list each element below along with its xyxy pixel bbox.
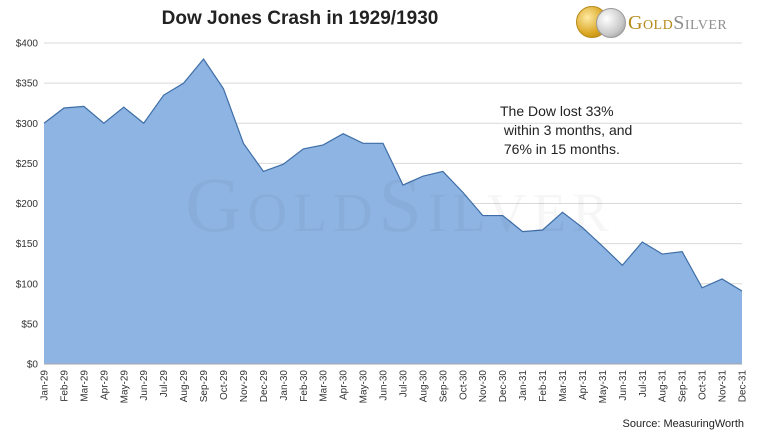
- x-tick-label: Aug-30: [418, 370, 429, 403]
- y-tick-label: $50: [21, 319, 38, 330]
- x-tick-label: Feb-30: [299, 370, 310, 402]
- x-tick-label: May-30: [359, 370, 370, 404]
- x-tick-label: Mar-30: [319, 370, 330, 402]
- x-tick-label: Dec-31: [738, 370, 749, 403]
- x-tick-label: Aug-31: [658, 370, 669, 403]
- x-tick-label: Sep-31: [678, 370, 689, 403]
- x-tick-label: Nov-29: [239, 370, 250, 403]
- x-tick-label: Jan-29: [40, 370, 51, 401]
- x-tick-label: Oct-29: [219, 370, 230, 400]
- x-tick-label: Jul-31: [638, 370, 649, 398]
- y-tick-label: $0: [27, 360, 39, 371]
- y-tick-label: $300: [16, 119, 39, 130]
- x-tick-label: Jul-30: [398, 370, 409, 398]
- y-tick-label: $250: [16, 159, 39, 170]
- x-tick-label: Feb-29: [59, 370, 70, 402]
- x-tick-label: Feb-31: [538, 370, 549, 402]
- x-tick-label: Mar-31: [558, 370, 569, 402]
- x-tick-label: Oct-30: [458, 370, 469, 400]
- watermark: GoldSilver: [60, 160, 740, 250]
- area-fill: [44, 59, 742, 365]
- x-tick-label: Jul-29: [159, 370, 170, 398]
- y-tick-label: $100: [16, 279, 39, 290]
- y-tick-label: $200: [16, 199, 39, 210]
- x-tick-label: May-31: [598, 370, 609, 404]
- x-tick-label: Dec-29: [259, 370, 270, 403]
- x-tick-label: May-29: [119, 370, 130, 404]
- y-tick-label: $400: [16, 39, 39, 50]
- x-tick-label: Jan-31: [518, 370, 529, 401]
- x-tick-label: Apr-29: [99, 370, 110, 400]
- chart-title: Dow Jones Crash in 1929/1930: [161, 8, 439, 29]
- x-tick-label: Dec-30: [498, 370, 509, 403]
- source-note: Source: MeasuringWorth: [622, 418, 744, 430]
- x-tick-label: Jan-30: [279, 370, 290, 401]
- y-tick-label: $150: [16, 239, 39, 250]
- x-tick-label: Jun-29: [139, 370, 150, 401]
- x-tick-label: Sep-30: [438, 370, 449, 403]
- x-tick-label: Oct-31: [698, 370, 709, 400]
- x-tick-label: Apr-30: [339, 370, 350, 400]
- x-tick-label: Jun-30: [379, 370, 390, 401]
- x-tick-label: Mar-29: [79, 370, 90, 402]
- x-tick-label: Apr-31: [578, 370, 589, 400]
- series-line: [43, 58, 743, 292]
- chart-annotation: The Dow lost 33% within 3 months, and 76…: [500, 103, 633, 157]
- x-tick-label: Sep-29: [199, 370, 210, 403]
- x-tick-label: Nov-31: [718, 370, 729, 403]
- logo-text: GoldSilver: [628, 12, 728, 34]
- x-tick-label: Jun-31: [618, 370, 629, 401]
- x-tick-label: Aug-29: [179, 370, 190, 403]
- goldsilver-logo: GoldSilver: [576, 6, 746, 42]
- silver-coin-icon: [596, 8, 626, 38]
- y-tick-label: $350: [16, 79, 39, 90]
- x-tick-label: Nov-30: [478, 370, 489, 403]
